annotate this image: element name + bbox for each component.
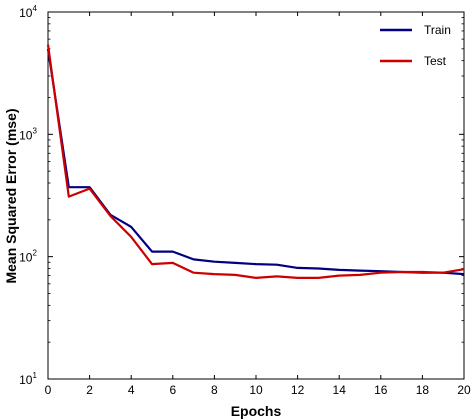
y-tick-label: 102 xyxy=(19,249,37,265)
x-tick-label: 2 xyxy=(86,383,93,397)
x-tick-label: 0 xyxy=(45,383,52,397)
x-axis-ticks: 0 2 4 6 8 10 12 14 16 18 20 xyxy=(45,12,471,397)
x-tick-label: 20 xyxy=(457,383,471,397)
series-lines xyxy=(46,44,465,279)
x-tick-label: 16 xyxy=(374,383,388,397)
plot-area-frame xyxy=(47,11,465,380)
y-tick-base: 10 xyxy=(19,128,33,142)
y-tick-base: 10 xyxy=(19,373,33,387)
y-axis-title: Mean Squared Error (mse) xyxy=(3,108,19,283)
y-tick-label: 103 xyxy=(19,126,37,142)
x-tick-label: 4 xyxy=(128,383,135,397)
legend-label-test: Test xyxy=(424,54,447,68)
y-tick-exponent: 4 xyxy=(32,4,37,13)
y-tick-base: 10 xyxy=(19,251,33,265)
x-tick-label: 12 xyxy=(291,383,305,397)
legend-label-train: Train xyxy=(424,23,451,37)
x-tick-label: 8 xyxy=(211,383,218,397)
y-tick-label: 101 xyxy=(19,371,37,387)
y-tick-exponent: 3 xyxy=(32,126,37,135)
x-tick-label: 18 xyxy=(416,383,430,397)
y-tick-exponent: 1 xyxy=(32,371,37,380)
legend: Train Test xyxy=(380,23,451,68)
y-tick-base: 10 xyxy=(19,6,33,20)
series-line-test xyxy=(46,44,465,279)
y-tick-exponent: 2 xyxy=(32,249,37,258)
x-axis-title: Epochs xyxy=(231,403,282,419)
x-tick-label: 14 xyxy=(333,383,347,397)
x-tick-label: 10 xyxy=(249,383,263,397)
y-tick-label: 104 xyxy=(19,4,37,20)
x-tick-label: 6 xyxy=(169,383,176,397)
